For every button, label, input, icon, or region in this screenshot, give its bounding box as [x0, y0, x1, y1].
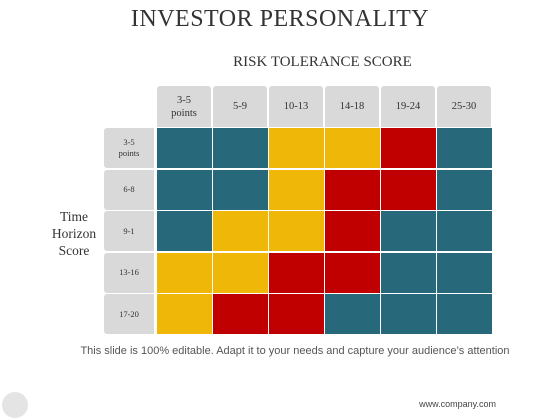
matrix-cell [437, 128, 492, 168]
matrix-cell [157, 252, 212, 293]
matrix-cell [269, 294, 324, 334]
row-header: 13-16 [104, 252, 154, 293]
row-axis-label-line: Time [59, 209, 88, 224]
matrix-cell [325, 252, 380, 293]
matrix-cell [157, 128, 212, 168]
column-header: 25-30 [437, 86, 491, 127]
matrix-cell [157, 169, 212, 210]
column-header: 5-9 [213, 86, 267, 127]
matrix-cell [269, 128, 324, 168]
matrix-cell [381, 128, 436, 168]
matrix-cell [325, 294, 380, 334]
matrix-cell [325, 169, 380, 210]
matrix-cell [381, 294, 436, 334]
column-header: 10-13 [269, 86, 323, 127]
matrix-cell [157, 294, 212, 334]
matrix-cell [325, 128, 380, 168]
matrix-cell [269, 211, 324, 251]
matrix-cell [381, 211, 436, 251]
row-header: 3-5 points [104, 128, 154, 168]
matrix-cell [325, 211, 380, 251]
matrix-cell [437, 211, 492, 251]
matrix-cell [269, 252, 324, 293]
column-header: 14-18 [325, 86, 379, 127]
row-axis-label-line: Horizon [51, 226, 97, 241]
matrix-cell [213, 169, 268, 210]
row-axis-label-line: Score [58, 243, 90, 258]
matrix-cell [437, 252, 492, 293]
page-title: INVESTOR PERSONALITY [130, 6, 430, 32]
matrix-subtitle: RISK TOLERANCE SCORE [233, 54, 412, 70]
matrix-cell [381, 252, 436, 293]
column-header: 19-24 [381, 86, 435, 127]
matrix-cell [213, 128, 268, 168]
column-header: 3-5 points [157, 86, 211, 127]
decorative-circle [2, 392, 28, 418]
row-header: 9-1 [104, 211, 154, 251]
row-header: 17-20 [104, 294, 154, 334]
matrix-cell [213, 252, 268, 293]
matrix-cell [381, 169, 436, 210]
row-header: 6-8 [104, 169, 154, 210]
matrix-cell [437, 294, 492, 334]
matrix-cell [213, 294, 268, 334]
matrix-cell [157, 211, 212, 251]
matrix-cell [437, 169, 492, 210]
row-axis-label: Time Horizon Score [40, 208, 108, 259]
matrix-cell [213, 211, 268, 251]
company-url: www.company.com [419, 399, 496, 409]
footer-text: This slide is 100% editable. Adapt it to… [80, 345, 510, 357]
matrix-cell [269, 169, 324, 210]
